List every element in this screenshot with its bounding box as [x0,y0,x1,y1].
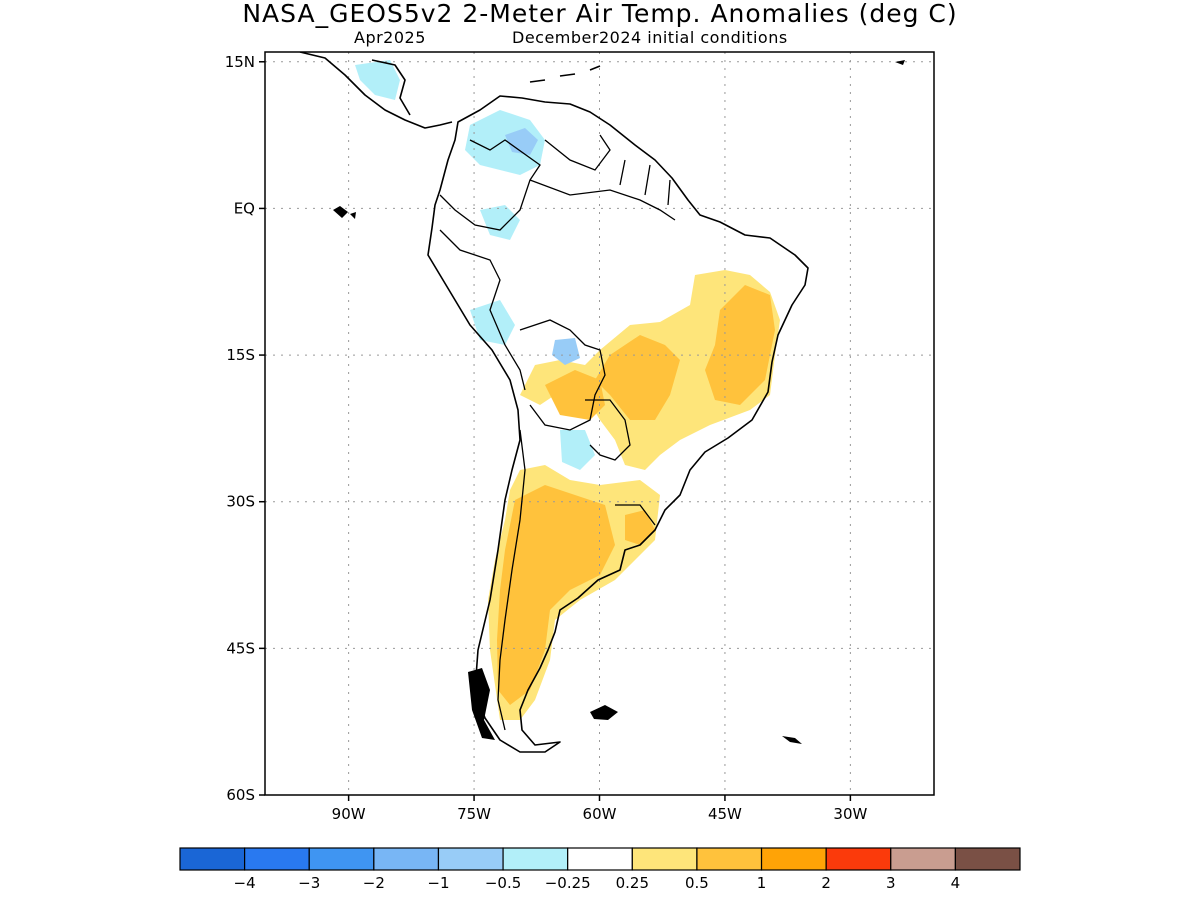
chile-archipelago [468,668,495,740]
central-america-caribbean-coast [371,59,411,116]
colorbar-label: 1 [757,874,767,892]
border-uruguay [615,504,656,526]
colorbar-label: −3 [298,874,320,892]
border-brazil-west [529,179,676,221]
cool-patch-colombia [480,205,520,240]
anomaly-shading [355,60,780,720]
border-peru [439,229,526,391]
lat-tick-label: 30S [226,493,255,511]
colorbar-swatch [373,847,440,871]
islands [333,60,905,744]
lon-tick-label: 60W [583,805,617,823]
colorbar-labels: −4 −3 −2 −1 −0.5 −0.25 0.25 0.5 1 2 3 4 [234,874,961,892]
caribbean-islands [529,65,601,83]
colorbar-swatch [179,847,246,871]
cool-patch-paraguay [560,430,595,470]
lat-tick-label: 15N [225,53,255,71]
lon-tick-label: 30W [833,805,867,823]
colorbar-swatch [244,847,310,871]
initial-conditions: December2024 initial conditions [512,28,788,47]
warm-core-argentina [497,485,615,705]
colorbar [179,847,1021,871]
cool-patch-peru [470,300,515,345]
colorbar-swatch [567,847,633,871]
border-colombia [439,139,541,231]
colorbar-label: 3 [886,874,896,892]
falkland-islands [590,705,618,720]
lat-tick-label: 60S [226,786,255,804]
coastlines [299,52,809,753]
warm-core-brazil [705,285,775,405]
lon-tick-label: 75W [457,805,491,823]
cool-core-venezuela [505,128,538,155]
colorbar-label: 2 [821,874,831,892]
latitude-axis: 15N EQ 15S 30S 45S 60S [225,53,265,804]
lat-tick-label: 15S [226,346,255,364]
longitude-axis: 90W 75W 60W 45W 30W [332,795,868,823]
border-guyanas [619,159,671,206]
border-paraguay [585,399,631,461]
colorbar-label: −1 [427,874,449,892]
cool-patch-venezuela [465,110,545,175]
border-venezuela [544,134,611,171]
colorbar-swatch [954,847,1021,871]
lon-tick-label: 45W [708,805,742,823]
colorbar-swatch [760,847,827,871]
colorbar-label: 4 [951,874,961,892]
warm-pocket-uruguay [625,510,655,545]
cool-patch-central-america [355,60,400,100]
border-argentina-chile [497,429,526,731]
lat-tick-label: EQ [234,199,255,217]
colorbar-swatch [502,847,569,871]
colorbar-label: 0.25 [616,874,649,892]
lat-tick-label: 45S [226,639,255,657]
colorbar-swatch [696,847,763,871]
colorbar-swatch [890,847,956,871]
central-america-coastline [299,52,453,129]
map-area [265,52,934,795]
lon-tick-label: 90W [332,805,366,823]
colorbar-label: 0.5 [685,874,709,892]
map-title: NASA_GEOS5v2 2-Meter Air Temp. Anomalies… [242,0,958,28]
colorbar-label: −4 [234,874,256,892]
colorbar-swatch [825,847,892,871]
cool-patch-bolivia [552,338,580,365]
internal-borders [439,134,676,731]
colorbar-swatch [631,847,698,871]
colorbar-swatch [437,847,504,871]
galapagos-islands [333,206,356,219]
atlantic-islet [895,60,905,65]
warm-core-westbrazil [595,335,680,420]
colorbar-swatch [308,847,375,871]
forecast-month: Apr2025 [354,28,426,47]
colorbar-label: −2 [363,874,385,892]
warm-core-bolivia [545,370,605,420]
colorbar-label: −0.5 [485,874,521,892]
south-america-coastline [427,95,809,753]
border-bolivia [519,319,606,431]
colorbar-label: −0.25 [545,874,591,892]
south-georgia [782,736,802,744]
